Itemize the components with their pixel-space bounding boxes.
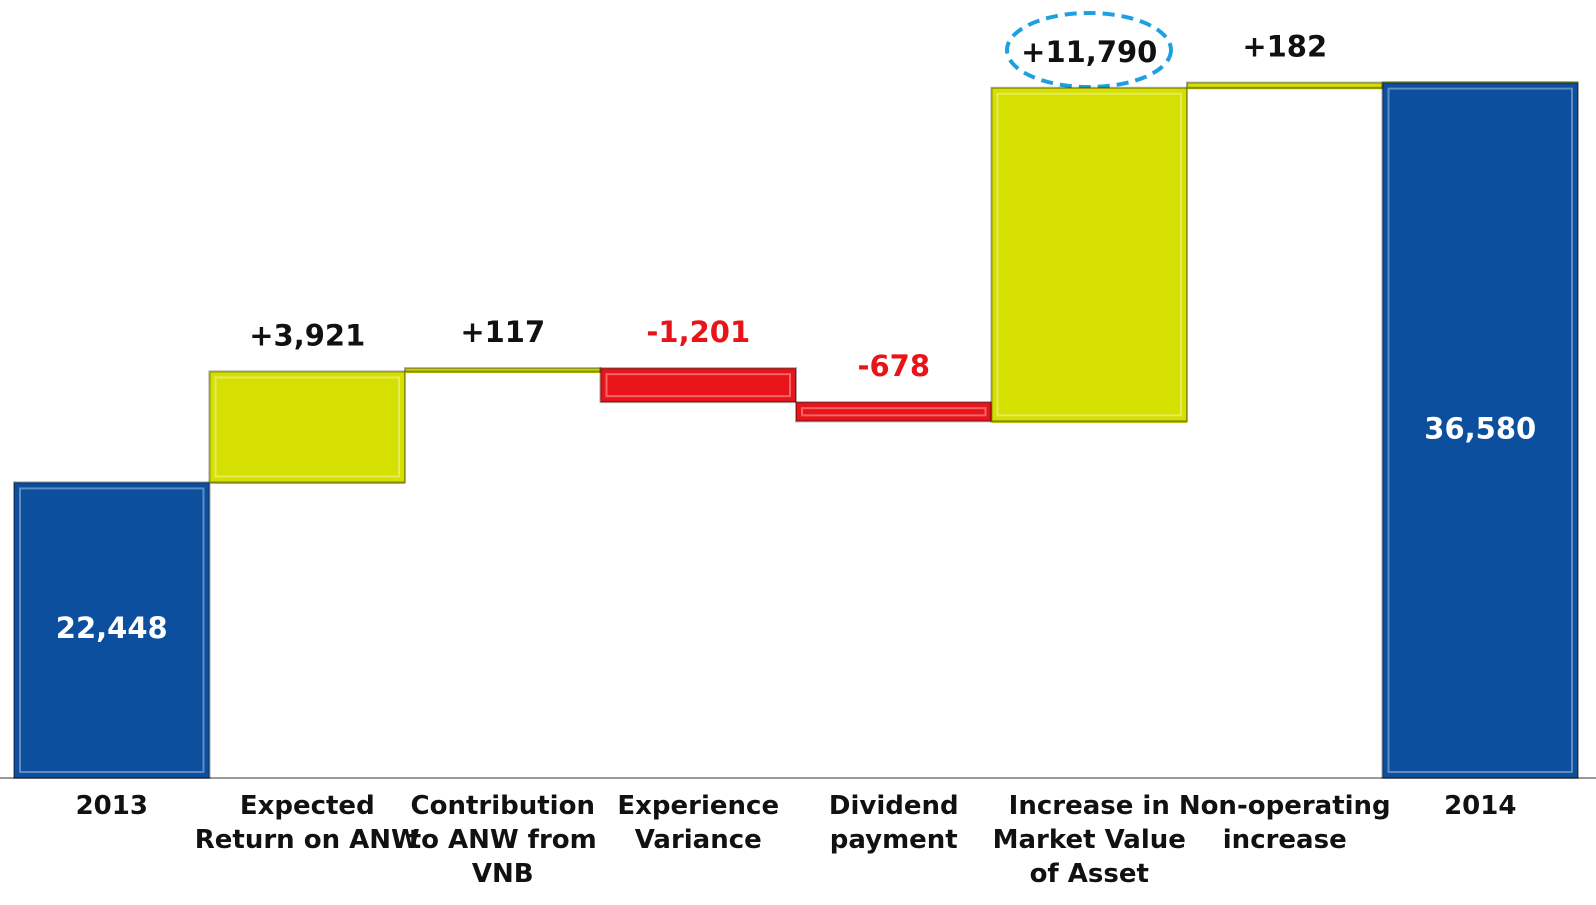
bar	[1186, 81, 1384, 89]
x-tick-label: Increase in Market Value of Asset	[993, 791, 1186, 889]
bar-bevel	[605, 373, 791, 398]
bar	[404, 367, 602, 373]
x-tick-label: 2013	[76, 791, 148, 821]
bar	[13, 481, 211, 779]
bar	[208, 370, 406, 484]
value-label: +3,921	[249, 318, 365, 352]
bar-bevel	[801, 407, 987, 417]
value-label: +11,790	[1021, 35, 1157, 69]
x-tick-label: Contribution to ANW from VNB	[409, 791, 597, 889]
highlight-ellipse	[1005, 11, 1173, 89]
bar-bevel	[214, 376, 400, 478]
value-label: -1,201	[646, 315, 750, 349]
value-label: +117	[460, 315, 545, 349]
value-label: 36,580	[1424, 411, 1536, 445]
bar	[990, 86, 1188, 423]
x-tick-label: Dividend payment	[829, 791, 959, 855]
x-tick-label: Expected Return on ANW	[195, 791, 420, 855]
value-label: 22,448	[56, 611, 168, 645]
value-label: -678	[857, 349, 930, 383]
bar	[599, 367, 797, 404]
x-tick-label: Experience Variance	[617, 791, 779, 855]
x-tick-label: Non-operating increase	[1179, 791, 1391, 855]
bar-bevel	[19, 487, 205, 773]
value-label: +182	[1242, 30, 1327, 64]
bar-bevel	[996, 92, 1182, 417]
bar	[795, 401, 993, 423]
bar-bevel	[1387, 87, 1573, 774]
x-tick-label: 2014	[1444, 791, 1516, 821]
bar	[1381, 81, 1579, 780]
